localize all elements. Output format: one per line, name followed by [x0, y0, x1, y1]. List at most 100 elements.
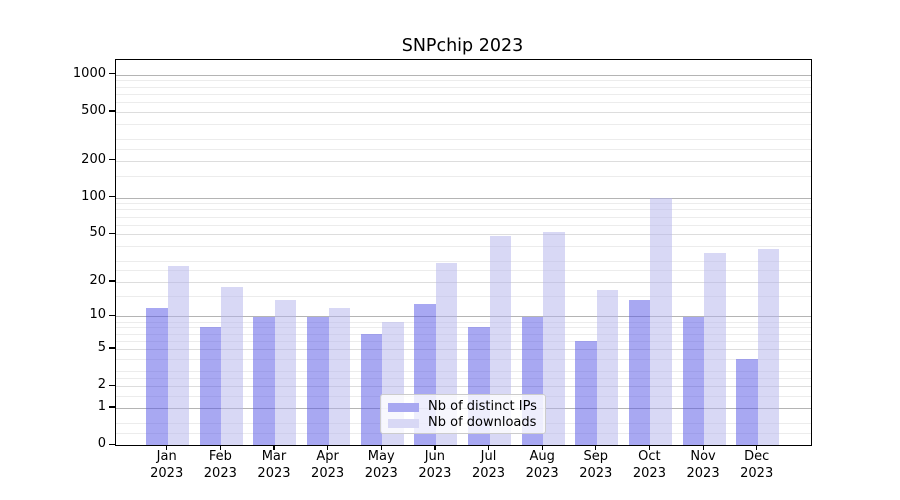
gridline-minor: [116, 327, 811, 329]
gridline-minor: [116, 260, 811, 262]
x-tick-label: May 2023: [364, 449, 398, 481]
bar-downloads: [543, 232, 565, 445]
x-tick-label: Aug 2023: [525, 449, 559, 481]
x-tick-mark: [488, 445, 490, 450]
gridline: [116, 160, 811, 162]
gridline-major: [116, 197, 811, 199]
gridline-minor: [116, 340, 811, 342]
gridline-minor: [116, 80, 811, 82]
y-tick-mark: [109, 232, 116, 234]
x-tick-mark: [327, 445, 329, 450]
gridline-minor: [116, 209, 811, 211]
bar-downloads: [704, 252, 726, 445]
gridline: [116, 281, 811, 283]
y-tick-label: 5: [97, 339, 106, 355]
x-tick-mark: [219, 445, 222, 450]
bar-distinct-ips: [682, 316, 705, 445]
y-tick-mark: [109, 314, 116, 317]
gridline-minor: [116, 358, 811, 360]
x-tick-label: Jul 2023: [471, 449, 506, 481]
legend-label: Nb of downloads: [428, 415, 537, 430]
y-tick-label: 100: [81, 188, 106, 204]
bar-distinct-ips: [575, 340, 597, 445]
legend: Nb of distinct IPs Nb of downloads: [380, 394, 546, 434]
gridline-minor: [116, 370, 811, 372]
y-tick-label: 50: [89, 225, 106, 241]
gridline-minor: [116, 93, 811, 95]
y-tick-label: 20: [89, 272, 106, 288]
y-tick-mark: [109, 73, 116, 75]
gridline-minor: [116, 224, 811, 226]
chart-title: SNPchip 2023: [401, 36, 524, 56]
x-tick-mark: [756, 445, 758, 450]
gridline-minor: [116, 321, 811, 323]
legend-item: Nb of distinct IPs: [381, 398, 545, 416]
gridline: [116, 111, 811, 113]
bar-distinct-ips: [146, 307, 168, 445]
x-tick-label: Dec 2023: [740, 449, 774, 481]
bar-downloads: [221, 287, 243, 445]
gridline-minor: [116, 270, 811, 272]
gridline-minor: [116, 123, 811, 125]
bar-downloads: [274, 299, 297, 445]
gridline-minor: [116, 333, 811, 335]
y-tick-label: 10: [89, 307, 106, 323]
y-tick-label: 0: [97, 436, 106, 451]
gridline: [116, 348, 811, 350]
gridline: [116, 386, 811, 388]
bar-downloads: [596, 290, 619, 445]
bar-downloads: [757, 248, 780, 445]
bar-distinct-ips: [628, 299, 651, 445]
x-tick-mark: [595, 445, 597, 450]
x-tick-label: Apr 2023: [311, 449, 345, 481]
gridline-major: [116, 74, 811, 76]
legend-item: Nb of downloads: [381, 414, 545, 432]
y-tick-mark: [109, 196, 116, 198]
y-tick-mark: [109, 384, 116, 386]
x-tick-mark: [648, 445, 651, 450]
y-tick-mark: [109, 159, 116, 161]
bar-distinct-ips: [307, 316, 329, 445]
gridline-minor: [116, 148, 811, 150]
gridline-minor: [116, 139, 811, 141]
x-tick-label: Jun 2023: [418, 449, 452, 481]
gridline-minor: [116, 86, 811, 88]
y-tick-label: 2: [97, 377, 106, 393]
y-tick-label: 1000: [72, 65, 106, 81]
y-tick-label: 1: [97, 398, 106, 414]
bar-downloads: [328, 307, 351, 445]
x-tick-label: Jan 2023: [150, 449, 184, 481]
gridline-minor: [116, 203, 811, 205]
x-tick-mark: [541, 445, 543, 450]
gridline-major: [116, 316, 811, 318]
y-tick-label: 500: [81, 102, 106, 118]
bar-distinct-ips: [199, 327, 222, 445]
gridline-minor: [116, 102, 811, 104]
y-tick-label: 200: [81, 151, 106, 167]
bar-distinct-ips: [253, 316, 275, 445]
legend-swatch-downloads: [388, 419, 419, 428]
y-tick-mark: [109, 406, 116, 408]
y-tick-mark: [109, 280, 116, 282]
x-tick-mark: [702, 445, 704, 450]
x-tick-mark: [273, 445, 275, 450]
legend-label: Nb of distinct IPs: [428, 399, 537, 414]
bar-downloads: [650, 197, 672, 445]
x-tick-label: Sep 2023: [579, 449, 613, 481]
x-tick-label: Mar 2023: [257, 449, 291, 481]
gridline-minor: [116, 296, 811, 298]
bar-downloads: [489, 236, 512, 445]
y-tick-mark: [109, 110, 116, 112]
gridline-minor: [116, 176, 811, 178]
bar-distinct-ips: [736, 358, 758, 445]
x-tick-label: Nov 2023: [686, 449, 720, 481]
gridline-minor: [116, 245, 811, 247]
x-tick-mark: [166, 445, 168, 450]
x-tick-label: Oct 2023: [632, 449, 666, 481]
y-tick-mark: [109, 347, 116, 349]
legend-swatch-distinct-ips: [388, 403, 419, 412]
gridline-minor: [116, 377, 811, 379]
plot-area: Nb of distinct IPs Nb of downloads: [115, 59, 812, 446]
x-tick-mark: [380, 445, 382, 450]
